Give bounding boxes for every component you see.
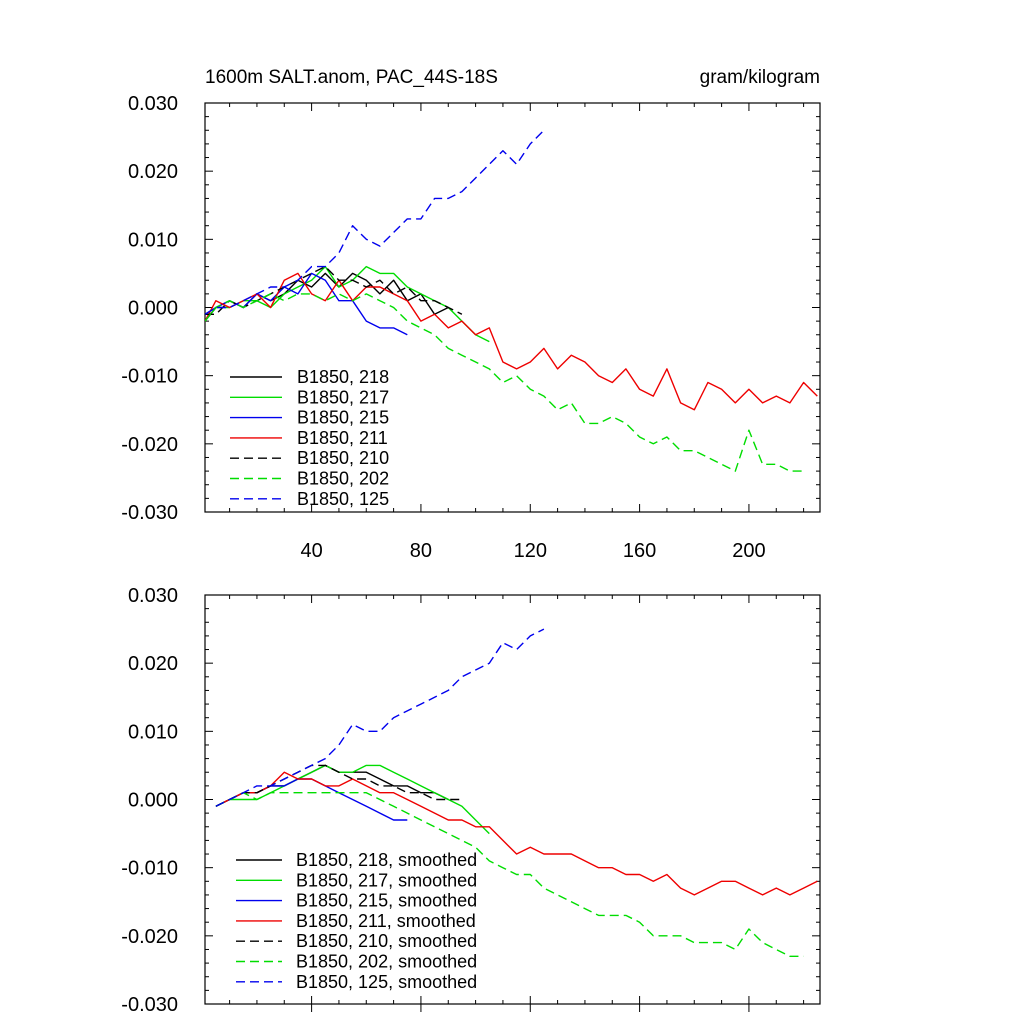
top-ytick-label: -0.020	[121, 434, 178, 456]
bottom-legend-label-6: B1850, 125, smoothed	[296, 972, 477, 992]
top-xtick-label: 160	[623, 540, 656, 562]
bottom-legend-label-2: B1850, 215, smoothed	[296, 891, 477, 911]
bottom-ytick-label: 0.030	[128, 585, 178, 607]
top-panel: 0.030 0.020 0.010 0.000 -0.010 -0.020 -0.030 40…	[121, 93, 821, 562]
bottom-ytick-label: -0.010	[121, 858, 178, 880]
bottom-legend-label-1: B1850, 217, smoothed	[296, 870, 477, 890]
top-ytick-label: -0.030	[121, 502, 178, 524]
top-ytick-label: 0.020	[128, 161, 178, 183]
chart-units: gram/kilogram	[700, 67, 820, 88]
bottom-ytick-label: -0.030	[121, 994, 178, 1016]
top-legend-label-5: B1850, 202	[297, 469, 389, 489]
top-legend-label-6: B1850, 125	[297, 489, 389, 509]
top-xtick-label: 120	[514, 540, 547, 562]
top-series-line-6	[205, 129, 545, 315]
top-ytick-label: 0.000	[128, 298, 178, 320]
bottom-panel: 0.030 0.020 0.010 0.000 -0.010 -0.020 -0.030 B1…	[121, 585, 821, 1016]
bottom-series-line-6	[215, 628, 545, 807]
bottom-ytick-label: 0.000	[128, 790, 178, 812]
top-series-group	[205, 129, 818, 472]
top-legend-label-4: B1850, 210	[297, 448, 389, 468]
top-ytick-label: 0.010	[128, 229, 178, 251]
top-legend-label-0: B1850, 218	[297, 367, 389, 387]
bottom-legend-label-0: B1850, 218, smoothed	[296, 850, 477, 870]
bottom-series-line-3	[215, 771, 818, 896]
chart-title: 1600m SALT.anom, PAC_44S-18S	[205, 67, 498, 88]
top-ytick-label: -0.010	[121, 366, 178, 388]
top-xtick-label: 40	[300, 540, 322, 562]
top-xtick-label: 200	[732, 540, 765, 562]
bottom-legend-label-3: B1850, 211, smoothed	[296, 911, 476, 931]
top-series-line-0	[205, 272, 449, 322]
bottom-series-line-4	[215, 764, 462, 807]
top-series-line-5	[205, 293, 804, 472]
top-series-line-3	[205, 272, 818, 411]
top-ytick-label: 0.030	[128, 93, 178, 115]
bottom-legend-label-4: B1850, 210, smoothed	[296, 931, 477, 951]
bottom-series-group	[215, 628, 818, 957]
top-xtick-label: 80	[410, 540, 432, 562]
bottom-ytick-label: -0.020	[121, 926, 178, 948]
bottom-legend-label-5: B1850, 202, smoothed	[296, 952, 477, 972]
top-legend-label-2: B1850, 215	[297, 408, 389, 428]
bottom-ytick-label: 0.010	[128, 721, 178, 743]
top-legend-label-3: B1850, 211	[297, 428, 388, 448]
bottom-series-line-5	[215, 792, 804, 957]
top-legend-label-1: B1850, 217	[297, 387, 389, 407]
bottom-ytick-label: 0.020	[128, 653, 178, 675]
